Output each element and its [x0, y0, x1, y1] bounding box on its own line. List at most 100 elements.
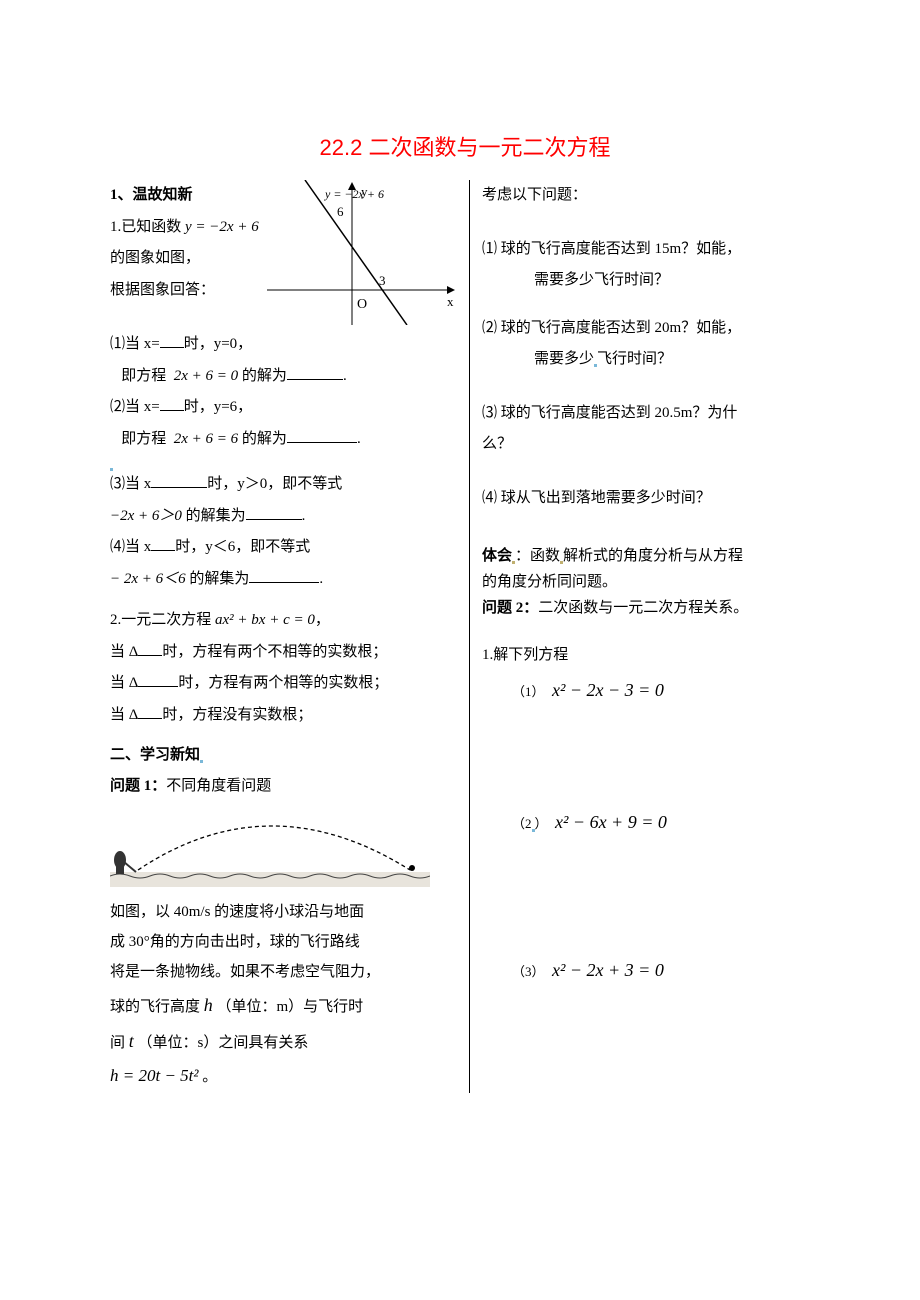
- blank: [151, 536, 175, 551]
- heading-2: 二、学习新知: [110, 746, 200, 763]
- b1: 如图，以 40m/s 的速度将小球沿与地面: [110, 897, 457, 927]
- graph-y-label: y: [361, 184, 368, 199]
- eq2-nb: ）: [535, 816, 548, 831]
- section-2-heading: 二、学习新知: [110, 739, 457, 771]
- q1-part1-line2: 即方程 2x + 6 = 0 的解为.: [110, 361, 457, 393]
- spacer: [110, 455, 457, 469]
- b5a: 间: [110, 1035, 125, 1051]
- q1p2-b: 时，y=6，: [184, 399, 252, 415]
- q2d3b: 时，方程没有实数根；: [162, 707, 312, 723]
- q2-line1: 2.一元二次方程 ax² + bx + c = 0，: [110, 605, 457, 637]
- p2-sub: 二次函数与一元二次方程关系。: [538, 600, 748, 616]
- q1p3-eq: −2x + 6＞0: [110, 508, 182, 524]
- b3: 将是一条抛物线。如果不考虑空气阻力，: [110, 957, 457, 987]
- blank: [249, 568, 319, 583]
- eq3-n: （3）: [512, 964, 545, 979]
- q1p3-c: 的解集为: [186, 508, 246, 524]
- q1p1-c: 即方程: [121, 368, 166, 384]
- q1-part2-line1: ⑵当 x= 时，y=6，: [110, 392, 457, 424]
- q1p3-b: 时，y＞0，即不等式: [207, 476, 342, 492]
- q2-d2: 当 Δ 时，方程有两个相等的实数根；: [110, 668, 457, 700]
- q2-l1b: ，: [315, 612, 330, 628]
- t-l1b: 解析式的角度分析与从方程: [563, 548, 743, 564]
- eq1-n: （1）: [512, 684, 545, 699]
- eq3: x² − 2x + 3 = 0: [552, 960, 664, 980]
- q1p2-c: 即方程: [121, 431, 166, 447]
- q1-text-1: 1.已知函数: [110, 219, 181, 235]
- blank: [138, 672, 178, 687]
- eq1: x² − 2x − 3 = 0: [552, 680, 664, 700]
- h-var: h: [204, 995, 213, 1015]
- q1-part3-line1: ⑶当 x 时，y＞0，即不等式: [110, 469, 457, 501]
- t-l1a: ：函数: [515, 548, 560, 564]
- b4b: （单位：m）与飞行时: [217, 999, 364, 1015]
- q2d2b: 时，方程有两个相等的实数根；: [178, 675, 388, 691]
- r2a: ⑵ 球的飞行高度能否达到 20m？如能，: [482, 313, 820, 345]
- graph-x-label: x: [447, 294, 454, 309]
- q2d1b: 时，方程有两个不相等的实数根；: [162, 644, 387, 660]
- q2-d1: 当 Δ 时，方程有两个不相等的实数根；: [110, 637, 457, 669]
- blank: [287, 365, 343, 380]
- q2d3a: 当 Δ: [110, 707, 138, 723]
- q1p1-eq: 2x + 6 = 0: [174, 368, 238, 384]
- left-column: y = −2x + 6 6 3 O x y 1、温故知新 1.已知函数 y = …: [110, 180, 470, 1093]
- bottom-eq: h = 20t − 5t²: [110, 1066, 199, 1085]
- t-var: t: [129, 1031, 134, 1051]
- q1p1-a: ⑴当 x=: [110, 336, 160, 352]
- r2c: 飞行时间？: [597, 351, 672, 367]
- tihui-block: 体会：函数解析式的角度分析与从方程 的角度分析同问题。: [482, 544, 820, 595]
- problem-2-heading: 问题 2：二次函数与一元二次方程关系。: [482, 595, 820, 622]
- blank: [160, 333, 184, 348]
- q1p2-a: ⑵当 x=: [110, 399, 160, 415]
- q1-part4-line1: ⑷当 x时，y＜6，即不等式: [110, 532, 457, 564]
- b6t: 。: [202, 1069, 217, 1085]
- q1-part2-line2: 即方程 2x + 6 = 6 的解为.: [110, 424, 457, 456]
- graph-y-intercept: 6: [337, 204, 344, 219]
- q1-part1-line1: ⑴当 x=时，y=0，: [110, 329, 457, 361]
- q2d1a: 当 Δ: [110, 644, 138, 660]
- r1b: 需要多少飞行时间？: [482, 265, 820, 297]
- q2d2a: 当 Δ: [110, 675, 138, 691]
- q1-part3-line2: −2x + 6＞0 的解集为.: [110, 501, 457, 533]
- q1-eq: y = −2x + 6: [185, 219, 259, 235]
- blank: [151, 473, 207, 488]
- b5b: （单位：s）之间具有关系: [138, 1035, 309, 1051]
- eq2-n: （2: [512, 816, 532, 831]
- p1-head: 问题 1：: [110, 778, 166, 794]
- q1p4-b: 时，y＜6，即不等式: [175, 539, 310, 555]
- q1-part4-line2: − 2x + 6＜6 的解集为.: [110, 564, 457, 596]
- r2b: 需要多少: [534, 351, 594, 367]
- graph-eq-label: y = −2x + 6: [324, 187, 384, 201]
- blank: [138, 704, 162, 719]
- t-l2: 的角度分析同问题。: [482, 574, 617, 590]
- b5: 间 t （单位：s）之间具有关系: [110, 1023, 457, 1059]
- q2-d3: 当 Δ 时，方程没有实数根；: [110, 700, 457, 732]
- q1p3-a: ⑶当 x: [110, 476, 151, 492]
- r1a: ⑴ 球的飞行高度能否达到 15m？如能，: [482, 234, 820, 266]
- heading-1: 1、温故知新: [110, 187, 193, 203]
- r3b: 么？: [482, 429, 820, 461]
- r0: 考虑以下问题：: [482, 180, 820, 212]
- q1p4-eq: − 2x + 6＜6: [110, 571, 186, 587]
- p1-sub: 不同角度看问题: [166, 778, 271, 794]
- bottom-text: 如图，以 40m/s 的速度将小球沿与地面 成 30°角的方向击出时，球的飞行路…: [110, 897, 457, 1093]
- blank: [160, 396, 184, 411]
- q1p4-c: 的解集为: [189, 571, 249, 587]
- q1p2-eq: 2x + 6 = 6: [174, 431, 238, 447]
- eq3-row: （3） x² − 2x + 3 = 0: [482, 952, 820, 990]
- graph-origin: O: [357, 297, 367, 312]
- document-title: 22.2 二次函数与一元二次方程: [110, 130, 820, 162]
- eq2-row: （2） x² − 6x + 9 = 0: [482, 804, 820, 842]
- r2b-line: 需要多少飞行时间？: [482, 344, 820, 376]
- q1p2-d: 的解为: [242, 431, 287, 447]
- graph-x-intercept: 3: [379, 273, 386, 288]
- r4: ⑷ 球从飞出到落地需要多少时间？: [482, 483, 820, 515]
- q2-eq: ax² + bx + c = 0: [215, 612, 315, 628]
- t-head: 体会: [482, 548, 512, 564]
- eq1-row: （1） x² − 2x − 3 = 0: [482, 672, 820, 710]
- trajectory-illustration: [110, 812, 430, 887]
- problem-1-heading: 问题 1：不同角度看问题: [110, 771, 457, 803]
- q1p1-d: 的解为: [242, 368, 287, 384]
- two-column-layout: y = −2x + 6 6 3 O x y 1、温故知新 1.已知函数 y = …: [110, 180, 820, 1093]
- eq2: x² − 6x + 9 = 0: [555, 812, 667, 832]
